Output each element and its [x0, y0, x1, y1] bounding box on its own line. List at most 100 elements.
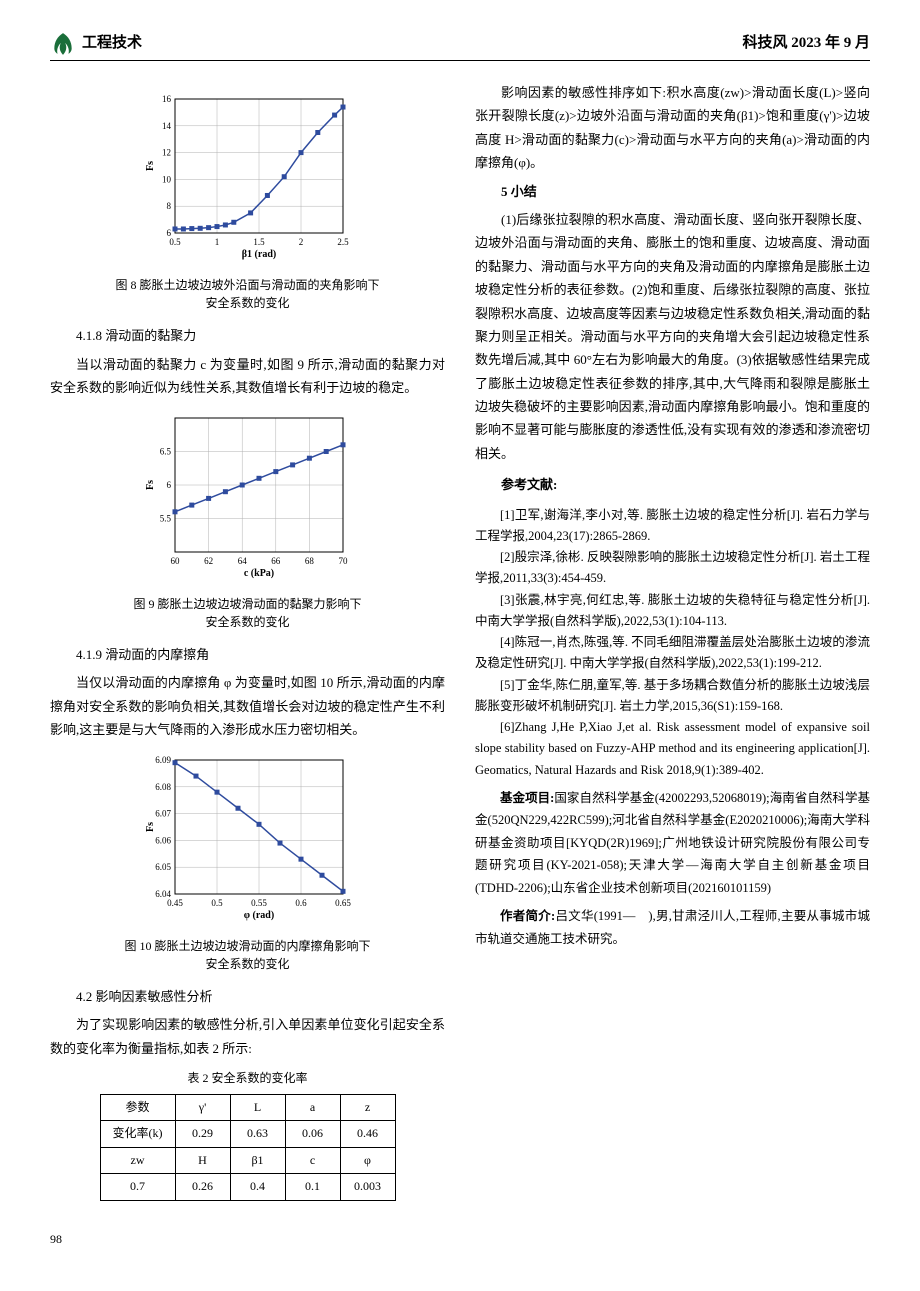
reference-item: [3]张震,林宇亮,何红忠,等. 膨胀土边坡的失稳特征与稳定性分析[J]. 中南…	[475, 590, 870, 633]
svg-text:0.55: 0.55	[251, 898, 267, 908]
svg-text:8: 8	[166, 201, 171, 211]
fig8-caption-line1: 图 8 膨胀土边坡边坡外沿面与滑动面的夹角影响下	[115, 278, 379, 292]
table-cell: 参数	[100, 1094, 175, 1121]
svg-text:6.09: 6.09	[155, 755, 171, 765]
figure-9-caption: 图 9 膨胀土边坡边坡滑动面的黏聚力影响下 安全系数的变化	[50, 595, 445, 631]
svg-text:68: 68	[304, 556, 314, 566]
figure-8-caption: 图 8 膨胀土边坡边坡外沿面与滑动面的夹角影响下 安全系数的变化	[50, 276, 445, 312]
svg-text:60: 60	[170, 556, 180, 566]
funding-label: 基金项目:	[500, 791, 554, 805]
svg-text:66: 66	[271, 556, 281, 566]
fig8-caption-line2: 安全系数的变化	[205, 296, 289, 310]
table-cell: 0.63	[230, 1121, 285, 1148]
fig10-caption-line2: 安全系数的变化	[205, 957, 289, 971]
table-cell: β1	[230, 1147, 285, 1174]
svg-text:16: 16	[162, 94, 172, 104]
table-cell: 0.26	[175, 1174, 230, 1201]
table-cell: 0.7	[100, 1174, 175, 1201]
header-journal-date: 科技风 2023 年 9 月	[742, 30, 870, 57]
sec-418-title: 4.1.8 滑动面的黏聚力	[50, 324, 445, 347]
references-list: [1]卫军,谢海洋,李小对,等. 膨胀土边坡的稳定性分析[J]. 岩石力学与工程…	[475, 505, 870, 781]
sec-419-body: 当仅以滑动面的内摩擦角 φ 为变量时,如图 10 所示,滑动面的内摩擦角对安全系…	[50, 671, 445, 741]
svg-text:70: 70	[338, 556, 348, 566]
svg-text:1.5: 1.5	[253, 237, 265, 247]
table-cell: H	[175, 1147, 230, 1174]
svg-text:2.5: 2.5	[337, 237, 349, 247]
reference-item: [5]丁金华,陈仁朋,童军,等. 基于多场耦合数值分析的膨胀土边坡浅层膨胀变形破…	[475, 675, 870, 718]
svg-text:Fs: Fs	[145, 821, 156, 831]
table-cell: 0.003	[340, 1174, 395, 1201]
sec-5-title: 5 小结	[475, 180, 870, 203]
figure-9-chart: 60 62 64 66 68 70 5.5 6 6.5 c (kPa) Fs	[50, 410, 445, 587]
figure-10-caption: 图 10 膨胀土边坡边坡滑动面的内摩擦角影响下 安全系数的变化	[50, 937, 445, 973]
table-cell: 0.29	[175, 1121, 230, 1148]
table-cell: 0.46	[340, 1121, 395, 1148]
svg-text:6.08: 6.08	[155, 781, 171, 791]
svg-text:6: 6	[166, 480, 171, 490]
left-column: 0.511.522.56810121416β1 (rad)Fs 图 8 膨胀土边…	[50, 81, 445, 1209]
svg-text:14: 14	[162, 121, 172, 131]
svg-text:β1 (rad): β1 (rad)	[241, 249, 275, 260]
funding-text: 国家自然科学基金(42002293,52068019);海南省自然科学基金(52…	[475, 791, 870, 895]
funding-info: 基金项目:国家自然科学基金(42002293,52068019);海南省自然科学…	[475, 787, 870, 900]
svg-text:6: 6	[166, 228, 171, 238]
svg-text:10: 10	[162, 174, 172, 184]
sec-419-title: 4.1.9 滑动面的内摩擦角	[50, 643, 445, 666]
references-title: 参考文献:	[475, 473, 870, 496]
page-number: 98	[50, 1229, 870, 1251]
svg-text:12: 12	[162, 148, 171, 158]
sec-42-title: 4.2 影响因素敏感性分析	[50, 985, 445, 1008]
author-info: 作者简介:吕文华(1991— ),男,甘肃泾川人,工程师,主要从事城市城市轨道交…	[475, 905, 870, 950]
svg-text:φ (rad): φ (rad)	[243, 910, 273, 921]
table-2-title: 表 2 安全系数的变化率	[50, 1068, 445, 1090]
leaf-icon	[50, 31, 76, 57]
svg-text:64: 64	[237, 556, 247, 566]
sec-418-body: 当以滑动面的黏聚力 c 为变量时,如图 9 所示,滑动面的黏聚力对安全系数的影响…	[50, 353, 445, 400]
figure-10-chart: 0.450.50.550.60.656.046.056.066.076.086.…	[50, 752, 445, 929]
svg-text:6.05: 6.05	[155, 862, 171, 872]
reference-item: [1]卫军,谢海洋,李小对,等. 膨胀土边坡的稳定性分析[J]. 岩石力学与工程…	[475, 505, 870, 548]
author-label: 作者简介:	[500, 909, 555, 923]
table-cell: c	[285, 1147, 340, 1174]
svg-text:6.5: 6.5	[159, 446, 171, 456]
svg-text:0.5: 0.5	[211, 898, 223, 908]
fig9-caption-line2: 安全系数的变化	[205, 615, 289, 629]
reference-item: [2]殷宗泽,徐彬. 反映裂隙影响的膨胀土边坡稳定性分析[J]. 岩土工程学报,…	[475, 547, 870, 590]
table-cell: zw	[100, 1147, 175, 1174]
right-column: 影响因素的敏感性排序如下:积水高度(zw)>滑动面长度(L)>竖向张开裂隙长度(…	[475, 81, 870, 1209]
fig9-caption-line1: 图 9 膨胀土边坡边坡滑动面的黏聚力影响下	[133, 597, 361, 611]
svg-text:Fs: Fs	[145, 161, 156, 171]
table-cell: L	[230, 1094, 285, 1121]
table-cell: γ'	[175, 1094, 230, 1121]
table-cell: φ	[340, 1147, 395, 1174]
table-cell: 0.4	[230, 1174, 285, 1201]
table-cell: 变化率(k)	[100, 1121, 175, 1148]
table-cell: a	[285, 1094, 340, 1121]
svg-text:0.6: 0.6	[295, 898, 307, 908]
fig10-caption-line1: 图 10 膨胀土边坡边坡滑动面的内摩擦角影响下	[124, 939, 370, 953]
header-left: 工程技术	[50, 30, 142, 57]
svg-text:0.5: 0.5	[169, 237, 181, 247]
svg-text:2: 2	[298, 237, 303, 247]
table-cell: z	[340, 1094, 395, 1121]
table-cell: 0.1	[285, 1174, 340, 1201]
sensitivity-ranking: 影响因素的敏感性排序如下:积水高度(zw)>滑动面长度(L)>竖向张开裂隙长度(…	[475, 81, 870, 175]
svg-text:1: 1	[214, 237, 219, 247]
header-section-title: 工程技术	[82, 30, 142, 57]
table-2: 表 2 安全系数的变化率 参数γ'Laz变化率(k)0.290.630.060.…	[50, 1068, 445, 1201]
sec-5-body: (1)后缘张拉裂隙的积水高度、滑动面长度、竖向张开裂隙长度、边坡外沿面与滑动面的…	[475, 208, 870, 465]
svg-text:6.06: 6.06	[155, 835, 171, 845]
svg-text:0.65: 0.65	[335, 898, 351, 908]
table-2-body: 参数γ'Laz变化率(k)0.290.630.060.46zwHβ1cφ0.70…	[100, 1094, 396, 1201]
reference-item: [4]陈冠一,肖杰,陈强,等. 不同毛细阻滞覆盖层处治膨胀土边坡的渗流及稳定性研…	[475, 632, 870, 675]
sec-42-body: 为了实现影响因素的敏感性分析,引入单因素单位变化引起安全系数的变化率为衡量指标,…	[50, 1013, 445, 1060]
page-header: 工程技术 科技风 2023 年 9 月	[50, 30, 870, 61]
svg-text:62: 62	[204, 556, 213, 566]
svg-text:c (kPa): c (kPa)	[243, 568, 273, 579]
table-cell: 0.06	[285, 1121, 340, 1148]
reference-item: [6]Zhang J,He P,Xiao J,et al. Risk asses…	[475, 717, 870, 781]
figure-8-chart: 0.5 1 1.5 2 2.5 6 8 10 12 14 16 β1 (rad) Fs	[50, 91, 445, 268]
svg-text:Fs: Fs	[145, 479, 156, 489]
svg-text:6.07: 6.07	[155, 808, 171, 818]
svg-text:5.5: 5.5	[159, 513, 171, 523]
